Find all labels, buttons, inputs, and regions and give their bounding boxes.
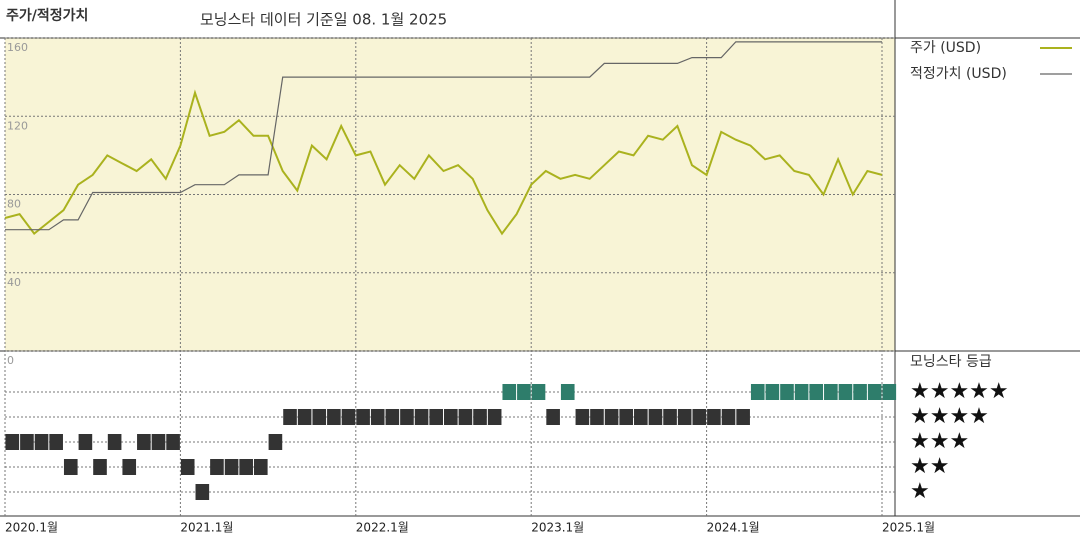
rating-bar [882, 384, 897, 400]
rating-bar [663, 409, 677, 425]
y-tick-label: 0 [7, 354, 14, 367]
rating-bar [721, 409, 736, 425]
rating-bar [137, 434, 151, 450]
rating-bar [341, 409, 356, 425]
rating-bar [312, 409, 327, 425]
rating-bar [765, 384, 780, 400]
chart-subtitle: 모닝스타 데이터 기준일 08. 1월 2025 [200, 11, 447, 29]
rating-bar [809, 384, 824, 400]
rating-bar [210, 459, 224, 475]
rating-bar [487, 409, 502, 425]
rating-bar [34, 434, 49, 450]
line-series [5, 41, 882, 231]
rating-bar [590, 409, 604, 425]
rating-bar [268, 434, 283, 450]
rating-bar [794, 384, 809, 400]
rating-bar [78, 434, 93, 450]
x-tick-label: 2024.1월 [707, 521, 760, 535]
rating-bar [677, 409, 692, 425]
rating-label: ★★ [910, 454, 949, 479]
rating-label: ★★★ [910, 429, 969, 454]
rating-label: ★ [910, 479, 930, 504]
rating-bar [560, 384, 575, 400]
rating-bar [327, 409, 341, 425]
rating-bar [634, 409, 648, 425]
rating-bar [619, 409, 634, 425]
rating-bar [151, 434, 166, 450]
rating-bar [502, 384, 517, 400]
rating-bar [824, 384, 838, 400]
rating-bar [239, 459, 253, 475]
y-tick-label: 160 [7, 41, 28, 54]
rating-label: ★★★★★ [910, 379, 1009, 404]
rating-bar [414, 409, 429, 425]
rating-bar [122, 459, 137, 475]
legend-label: 주가 (USD) [910, 40, 981, 56]
rating-bar [20, 434, 34, 450]
rating-bar [780, 384, 794, 400]
rating-bar [195, 484, 210, 500]
rating-bar [575, 409, 590, 425]
rating-bar [750, 384, 765, 400]
rating-bar [253, 459, 268, 475]
x-tick-label: 2020.1월 [5, 521, 58, 535]
rating-bar [180, 459, 195, 475]
x-tick-label: 2023.1월 [531, 521, 584, 535]
rating-bar [224, 459, 239, 475]
rating-bar [49, 434, 63, 450]
line-series [4, 89, 883, 236]
legend-label: 적정가치 (USD) [910, 66, 1007, 82]
rating-bar [692, 409, 707, 425]
rating-bar [283, 409, 297, 425]
rating-bar [707, 409, 721, 425]
rating-bar [531, 384, 546, 400]
x-tick-label: 2021.1월 [180, 521, 233, 535]
rating-bar [356, 409, 370, 425]
rating-bar [853, 384, 867, 400]
rating-bar [63, 459, 78, 475]
rating-bar [473, 409, 487, 425]
chart-title: 주가/적정가치 [6, 7, 88, 24]
rating-title: 모닝스타 등급 [910, 354, 992, 370]
rating-bar [458, 409, 473, 425]
rating-bar [648, 409, 663, 425]
rating-bar [166, 434, 180, 450]
y-tick-label: 120 [7, 119, 28, 132]
rating-bar [385, 409, 400, 425]
rating-bar [107, 434, 122, 450]
rating-bar [93, 459, 107, 475]
rating-bar [444, 409, 458, 425]
rating-bar [5, 434, 20, 450]
rating-bar [517, 384, 531, 400]
rating-bar [546, 409, 560, 425]
rating-bar [429, 409, 443, 425]
x-tick-label: 2025.1월 [882, 521, 935, 535]
rating-bar [400, 409, 414, 425]
rating-label: ★★★★ [910, 404, 989, 429]
rating-bar [297, 409, 312, 425]
rating-bar [604, 409, 619, 425]
rating-bar [867, 384, 882, 400]
y-tick-label: 40 [7, 276, 21, 289]
rating-bar [370, 409, 385, 425]
y-tick-label: 80 [7, 198, 21, 211]
rating-bar [838, 384, 853, 400]
rating-bar [736, 409, 750, 425]
x-tick-label: 2022.1월 [356, 521, 409, 535]
